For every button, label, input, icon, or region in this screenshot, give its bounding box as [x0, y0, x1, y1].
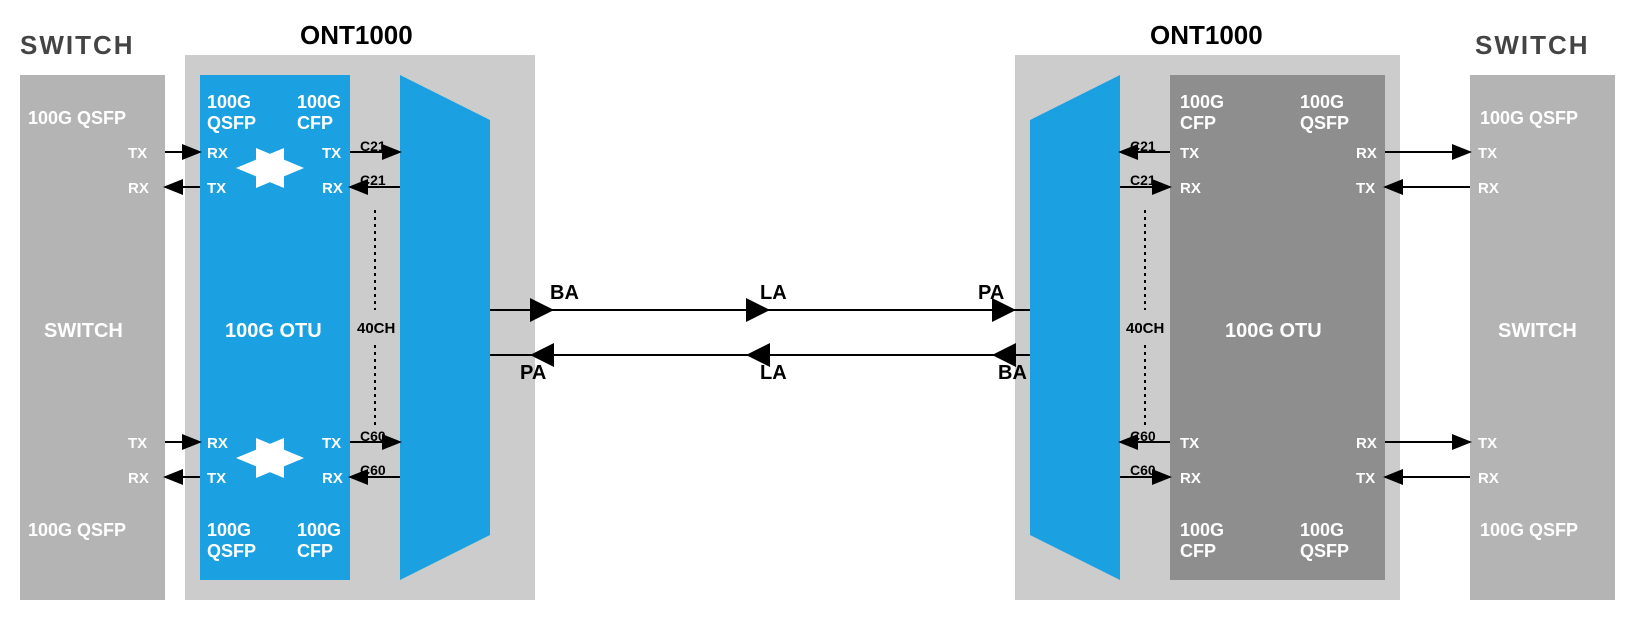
ont-right-title: ONT1000: [1150, 20, 1263, 51]
left-otu-bot-left: 100GQSFP: [207, 520, 256, 561]
left-otu-tx-top-l: TX: [207, 180, 226, 197]
right-dwdm-tx-top: TX: [1090, 180, 1109, 197]
right-otu-rx-bot-l: RX: [1180, 470, 1201, 487]
right-switch-header-bot: 100G QSFP: [1480, 520, 1578, 541]
right-otu-rx-top-r: RX: [1356, 145, 1377, 162]
right-switch-tx-bot: TX: [1478, 435, 1497, 452]
left-otu-mid: 100G OTU: [225, 320, 322, 343]
right-otu-tx-top-r: TX: [1356, 180, 1375, 197]
right-dwdm-title: DWDM: [1042, 235, 1100, 256]
right-switch-mid: SWITCH: [1498, 320, 1577, 343]
right-otu-top-right: 100GQSFP: [1300, 92, 1349, 133]
left-switch-rx-bot: RX: [128, 470, 149, 487]
left-dwdm-tx-bot: TX: [408, 470, 427, 487]
left-otu-tx-bot-l: TX: [207, 470, 226, 487]
left-ch-c21-2: C21: [360, 172, 386, 188]
amp-pa-top: PA: [978, 282, 1004, 305]
left-ch-40ch: 40CH: [357, 320, 395, 337]
left-otu-rx-bot-l: RX: [207, 435, 228, 452]
right-ch-c60-1: C60: [1130, 428, 1156, 444]
right-otu-rx-top-l: RX: [1180, 180, 1201, 197]
right-otu-rx-bot-r: RX: [1356, 435, 1377, 452]
left-switch-header-bot: 100G QSFP: [28, 520, 126, 541]
right-dwdm-rx-bot: RX: [1090, 435, 1111, 452]
right-otu-tx-bot-r: TX: [1356, 470, 1375, 487]
left-otu-rx-top-l: RX: [207, 145, 228, 162]
amp-la-bot: LA: [760, 362, 787, 385]
amp-ba-bot: BA: [998, 362, 1027, 385]
amp-pa-bot: PA: [520, 362, 546, 385]
left-dwdm-rx-bot: RX: [408, 435, 429, 452]
right-switch-rx-bot: RX: [1478, 470, 1499, 487]
right-otu-bot-left: 100GCFP: [1180, 520, 1224, 561]
left-dwdm-rx-top: RX: [408, 145, 429, 162]
left-dwdm-line: LINE: [448, 285, 480, 301]
left-switch-mid: SWITCH: [44, 320, 123, 343]
left-ch-c60-2: C60: [360, 462, 386, 478]
right-ch-c21-1: C21: [1130, 138, 1156, 154]
left-otu-tx-bot-r: TX: [322, 435, 341, 452]
right-ch-c21-2: C21: [1130, 172, 1156, 188]
right-otu-tx-bot-l: TX: [1180, 435, 1199, 452]
right-switch-header-top: 100G QSFP: [1480, 108, 1578, 129]
right-otu-bot-right: 100GQSFP: [1300, 520, 1349, 561]
switch-right-title: SWITCH: [1475, 30, 1590, 61]
left-otu-rx-bot-r: RX: [322, 470, 343, 487]
ont-left-title: ONT1000: [300, 20, 413, 51]
right-switch-rx-top: RX: [1478, 180, 1499, 197]
right-otu-top-left: 100GCFP: [1180, 92, 1224, 133]
right-dwdm-rx-top: RX: [1090, 145, 1111, 162]
left-switch-header-top: 100G QSFP: [28, 108, 126, 129]
left-ch-c21-1: C21: [360, 138, 386, 154]
left-dwdm-line-rx: RX: [458, 348, 477, 364]
left-otu-bot-right: 100GCFP: [297, 520, 341, 561]
amp-la-top: LA: [760, 282, 787, 305]
switch-left-title: SWITCH: [20, 30, 135, 61]
right-dwdm-line-tx: TX: [1036, 348, 1054, 364]
left-switch-rx-top: RX: [128, 180, 149, 197]
left-otu-top-left: 100GQSFP: [207, 92, 256, 133]
left-dwdm-tx-top: TX: [408, 180, 427, 197]
right-otu-mid: 100G OTU: [1225, 320, 1322, 343]
left-dwdm-title: DWDM: [420, 235, 478, 256]
right-ch-c60-2: C60: [1130, 462, 1156, 478]
right-ch-40ch: 40CH: [1126, 320, 1164, 337]
left-otu-tx-top-r: TX: [322, 145, 341, 162]
left-switch-tx-bot: TX: [128, 435, 147, 452]
right-dwdm-tx-bot: TX: [1090, 470, 1109, 487]
left-ch-c60-1: C60: [360, 428, 386, 444]
left-switch-tx-top: TX: [128, 145, 147, 162]
right-dwdm-line-rx: RX: [1036, 303, 1055, 319]
left-dwdm-line-tx: TX: [460, 303, 478, 319]
right-switch-tx-top: TX: [1478, 145, 1497, 162]
left-otu-rx-top-r: RX: [322, 180, 343, 197]
right-dwdm-line: LINE: [1036, 285, 1068, 301]
amp-ba-top: BA: [550, 282, 579, 305]
left-otu-top-right: 100GCFP: [297, 92, 341, 133]
right-otu-tx-top-l: TX: [1180, 145, 1199, 162]
